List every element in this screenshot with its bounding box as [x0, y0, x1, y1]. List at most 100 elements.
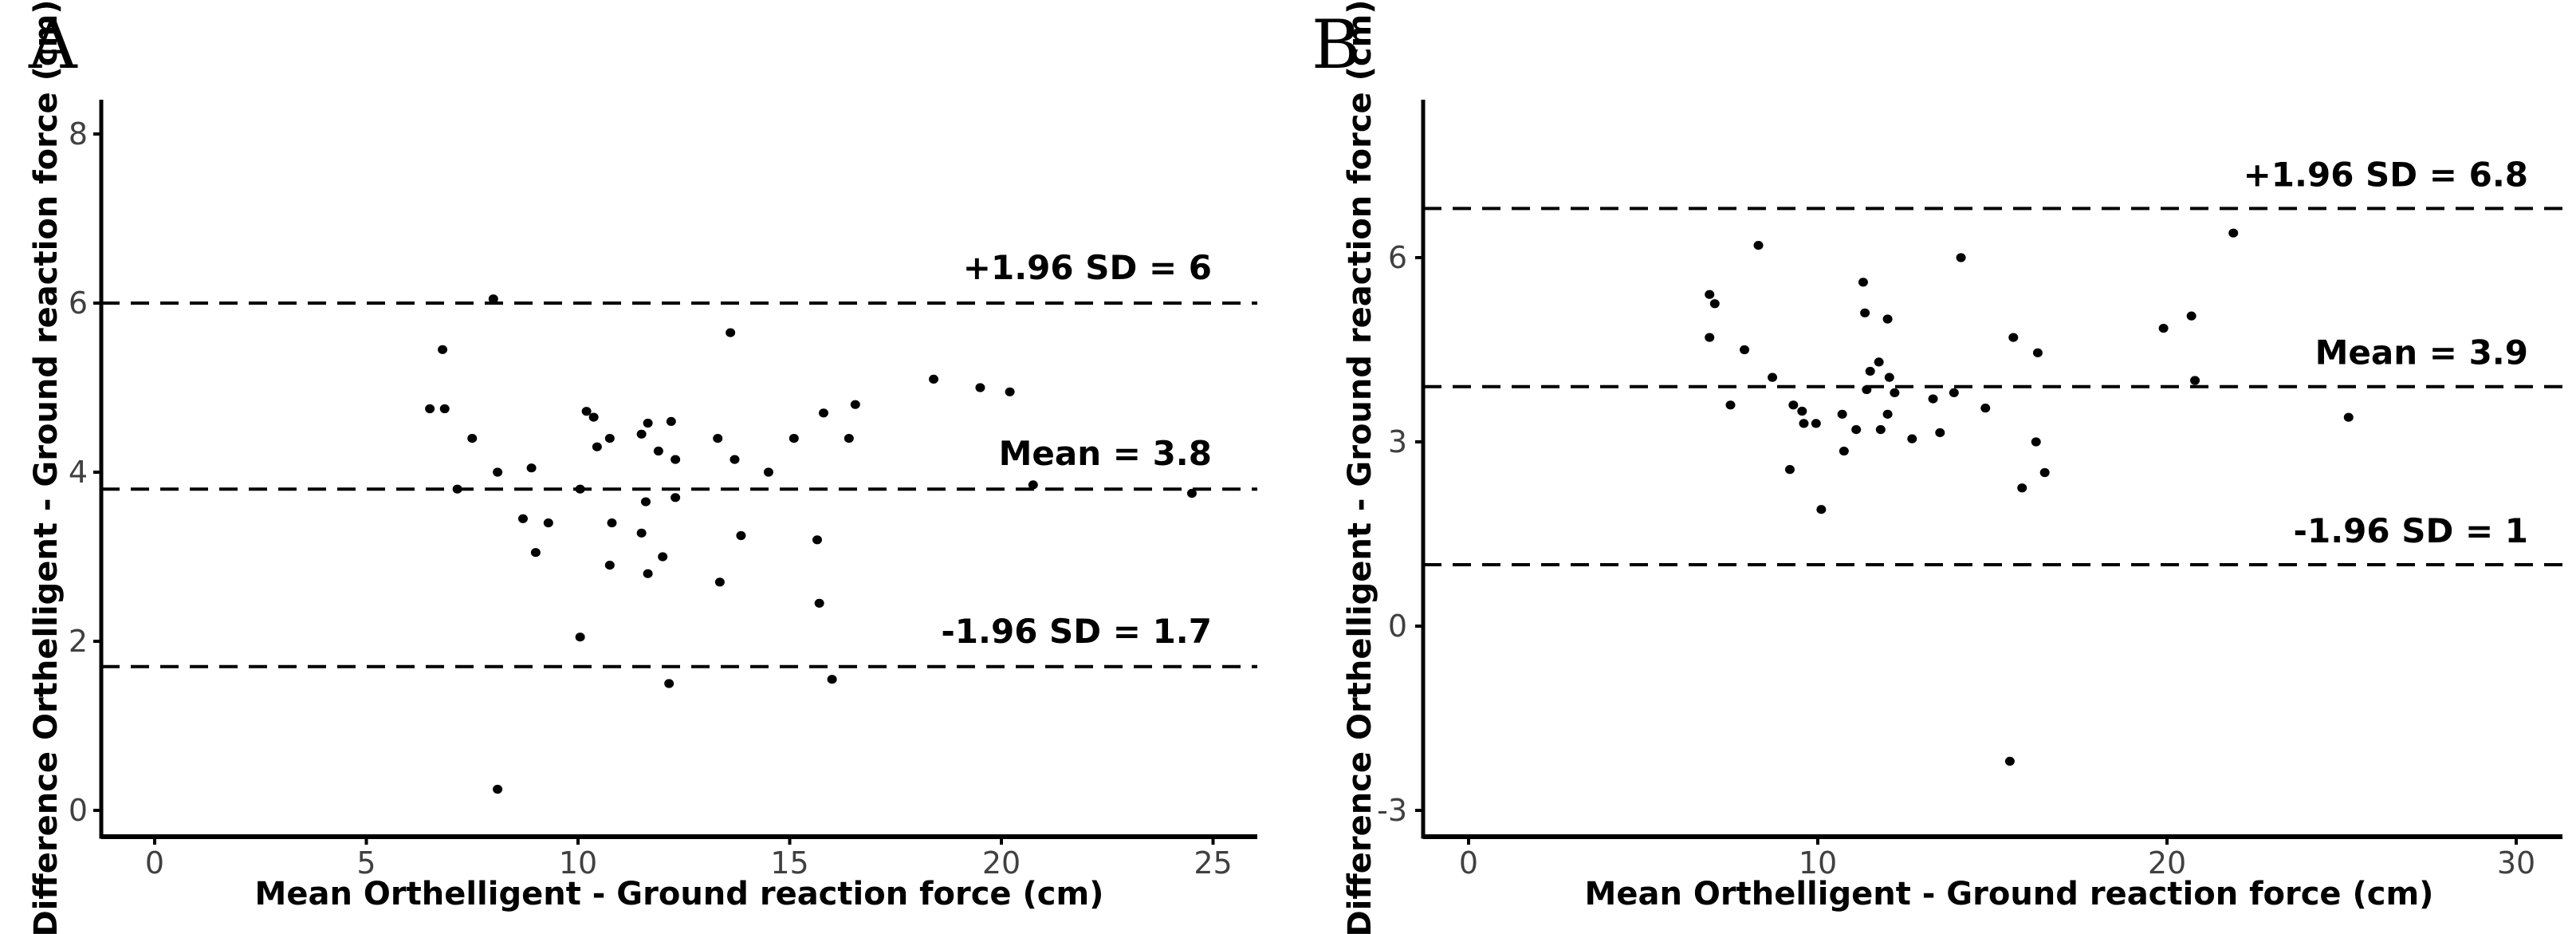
- data-point-a: [658, 552, 668, 562]
- data-point-b: [1949, 388, 1959, 397]
- x-tick-label-a: 15: [770, 845, 808, 881]
- data-point-a: [517, 514, 528, 523]
- data-point-a: [714, 577, 725, 587]
- data-point-a: [607, 518, 617, 528]
- data-point-a: [726, 328, 736, 337]
- panel-a-label: A: [29, 6, 77, 84]
- data-point-a: [666, 416, 676, 427]
- data-point-b: [1874, 357, 1884, 367]
- data-point-a: [604, 434, 615, 443]
- data-point-b: [1797, 406, 1807, 416]
- data-point-b: [1753, 241, 1764, 250]
- x-tick-label-a: 25: [1194, 845, 1232, 881]
- data-point-a: [850, 400, 860, 409]
- data-point-b: [2228, 228, 2239, 238]
- reference-line-annotation-b: Mean = 3.9: [2315, 333, 2528, 372]
- data-point-a: [467, 434, 478, 443]
- data-point-b: [1768, 372, 1778, 382]
- y-tick-label-a: 8: [69, 116, 88, 152]
- data-point-b: [2008, 333, 2019, 342]
- y-tick-label-a: 6: [69, 286, 88, 321]
- x-tick-label-b: 30: [2497, 845, 2535, 881]
- data-point-b: [1799, 419, 1809, 428]
- data-point-a: [526, 463, 537, 473]
- data-point-a: [664, 679, 674, 688]
- data-point-a: [575, 484, 585, 494]
- data-point-a: [818, 408, 828, 418]
- y-tick-label-a: 0: [69, 793, 88, 828]
- data-point-a: [736, 530, 746, 541]
- data-point-b: [1837, 409, 1847, 419]
- data-point-a: [643, 569, 653, 578]
- data-point-a: [789, 434, 799, 443]
- panel-a-x-axis-title: Mean Orthelligent - Ground reaction forc…: [254, 876, 1104, 912]
- data-point-b: [2039, 467, 2050, 478]
- data-point-b: [1858, 278, 1868, 287]
- data-point-b: [1811, 419, 1821, 428]
- panel-a-y-axis-title: Difference Orthelligent - Ground reactio…: [28, 0, 65, 934]
- data-point-a: [439, 404, 450, 414]
- data-point-b: [1865, 366, 1875, 376]
- y-tick-label-a: 4: [69, 455, 88, 490]
- data-point-b: [1928, 394, 1938, 404]
- data-point-b: [2186, 311, 2196, 321]
- data-point-b: [1705, 333, 1715, 342]
- data-point-a: [575, 633, 585, 642]
- data-point-b: [1884, 372, 1894, 382]
- data-point-b: [1890, 388, 1900, 397]
- data-point-b: [2190, 376, 2200, 385]
- data-point-a: [643, 418, 653, 428]
- data-point-a: [640, 497, 651, 506]
- data-point-b: [1709, 299, 1720, 309]
- reference-line-annotation-b: +1.96 SD = 6.8: [2244, 155, 2528, 194]
- data-point-b: [1980, 404, 1991, 413]
- panel-b-x-axis-title: Mean Orthelligent - Ground reaction forc…: [1584, 876, 2434, 912]
- data-point-a: [530, 548, 541, 558]
- data-point-b: [1882, 314, 1893, 324]
- data-point-a: [592, 442, 602, 451]
- x-tick-label-a: 10: [559, 845, 597, 881]
- data-point-b: [1705, 290, 1715, 299]
- data-point-b: [1907, 434, 1917, 443]
- data-point-a: [844, 434, 854, 443]
- data-point-b: [1862, 384, 1872, 395]
- data-point-a: [588, 412, 599, 422]
- data-point-b: [2343, 412, 2354, 422]
- data-point-a: [713, 434, 723, 443]
- x-tick-label-b: 0: [1459, 845, 1478, 881]
- data-point-a: [671, 455, 681, 464]
- y-tick-label-b: 6: [1388, 240, 1407, 275]
- data-point-a: [488, 294, 498, 304]
- x-tick-label-a: 0: [145, 845, 164, 881]
- data-point-a: [671, 493, 681, 502]
- data-point-b: [1860, 308, 1870, 317]
- data-point-b: [1956, 253, 1966, 262]
- reference-line-annotation-b: -1.96 SD = 1: [2294, 511, 2528, 550]
- data-point-b: [2031, 437, 2041, 447]
- data-point-a: [730, 455, 740, 464]
- data-point-a: [653, 446, 663, 456]
- data-point-b: [1851, 425, 1862, 435]
- data-point-a: [812, 535, 823, 545]
- data-point-a: [452, 484, 462, 494]
- reference-line-annotation-a: +1.96 SD = 6: [963, 248, 1212, 287]
- data-point-b: [1788, 400, 1799, 410]
- reference-line-annotation-a: Mean = 3.8: [999, 434, 1212, 473]
- data-point-a: [604, 561, 615, 570]
- y-tick-label-a: 2: [69, 624, 88, 659]
- data-point-b: [1882, 409, 1893, 419]
- x-tick-label-a: 5: [356, 845, 376, 881]
- data-point-b: [1875, 425, 1886, 435]
- data-point-b: [2017, 483, 2027, 493]
- data-point-a: [425, 404, 435, 414]
- data-point-a: [975, 383, 985, 392]
- data-point-a: [438, 345, 448, 354]
- y-tick-label-b: -3: [1377, 793, 1407, 828]
- data-point-b: [1935, 428, 1945, 438]
- data-point-b: [1839, 446, 1849, 456]
- data-point-b: [2158, 323, 2169, 333]
- y-tick-label-b: 3: [1388, 424, 1407, 459]
- data-point-a: [636, 429, 647, 439]
